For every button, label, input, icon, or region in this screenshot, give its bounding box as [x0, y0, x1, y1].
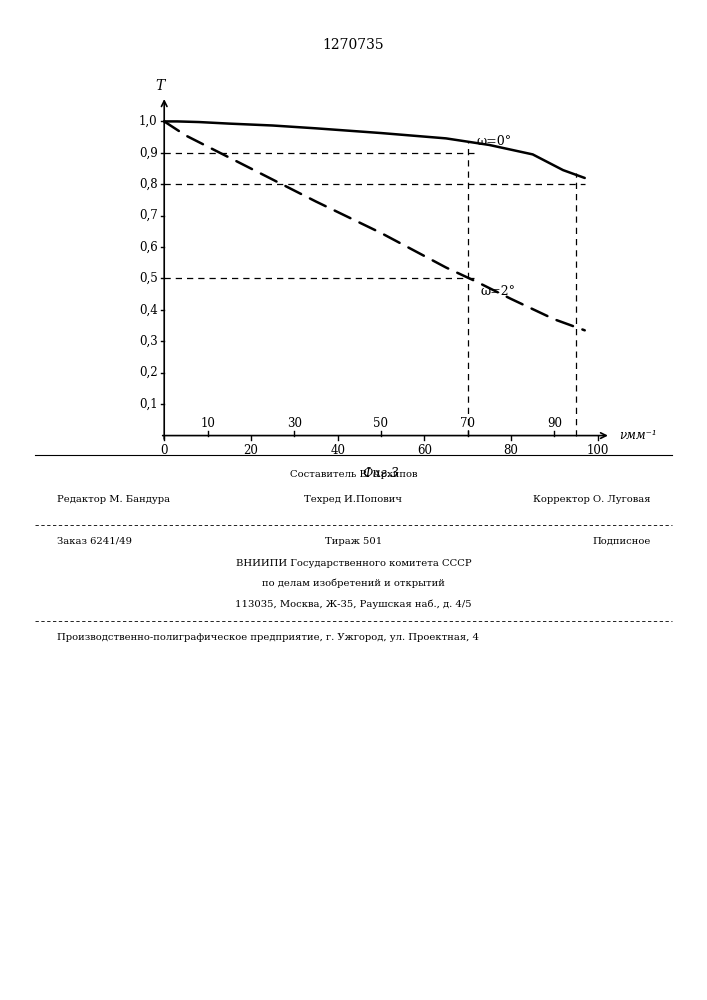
Text: 10: 10 [200, 417, 215, 430]
Text: 113035, Москва, Ж-35, Раушская наб., д. 4/5: 113035, Москва, Ж-35, Раушская наб., д. … [235, 599, 472, 608]
Text: 0,1: 0,1 [139, 398, 158, 411]
Text: ω=0°: ω=0° [477, 135, 511, 148]
Text: 0,5: 0,5 [139, 272, 158, 285]
Text: 70: 70 [460, 417, 475, 430]
Text: по делам изобретений и открытий: по делам изобретений и открытий [262, 579, 445, 588]
Text: 0,3: 0,3 [139, 335, 158, 348]
Text: 80: 80 [503, 444, 518, 457]
Text: 40: 40 [330, 444, 345, 457]
Text: 30: 30 [287, 417, 302, 430]
Text: ω=2°: ω=2° [481, 285, 515, 298]
Text: ВНИИПИ Государственного комитета СССР: ВНИИПИ Государственного комитета СССР [235, 559, 472, 568]
Text: 0,6: 0,6 [139, 241, 158, 254]
Text: Составитель В. Архипов: Составитель В. Архипов [290, 470, 417, 479]
Text: 60: 60 [417, 444, 432, 457]
Text: 0: 0 [160, 444, 168, 457]
Text: 0,2: 0,2 [139, 366, 158, 379]
Text: Производственно-полиграфическое предприятие, г. Ужгород, ул. Проектная, 4: Производственно-полиграфическое предприя… [57, 633, 479, 642]
Text: Заказ 6241/49: Заказ 6241/49 [57, 537, 132, 546]
Text: Техред И.Попович: Техред И.Попович [305, 495, 402, 504]
Text: 0,7: 0,7 [139, 209, 158, 222]
Text: 50: 50 [373, 417, 388, 430]
Text: 1,0: 1,0 [139, 115, 158, 128]
Text: Редактор М. Бандура: Редактор М. Бандура [57, 495, 170, 504]
Text: 20: 20 [243, 444, 258, 457]
Text: 0,9: 0,9 [139, 146, 158, 159]
Text: νмм⁻¹: νмм⁻¹ [619, 429, 657, 442]
Text: 100: 100 [587, 444, 609, 457]
Text: Фиг.3: Фиг.3 [363, 467, 399, 480]
Text: 90: 90 [547, 417, 562, 430]
Text: 0,4: 0,4 [139, 303, 158, 316]
Text: T: T [156, 79, 165, 93]
Text: 0,8: 0,8 [139, 178, 158, 191]
Text: 1270735: 1270735 [322, 38, 385, 52]
Text: Тираж 501: Тираж 501 [325, 537, 382, 546]
Text: Корректор О. Луговая: Корректор О. Луговая [533, 495, 650, 504]
Text: Подписное: Подписное [592, 537, 650, 546]
